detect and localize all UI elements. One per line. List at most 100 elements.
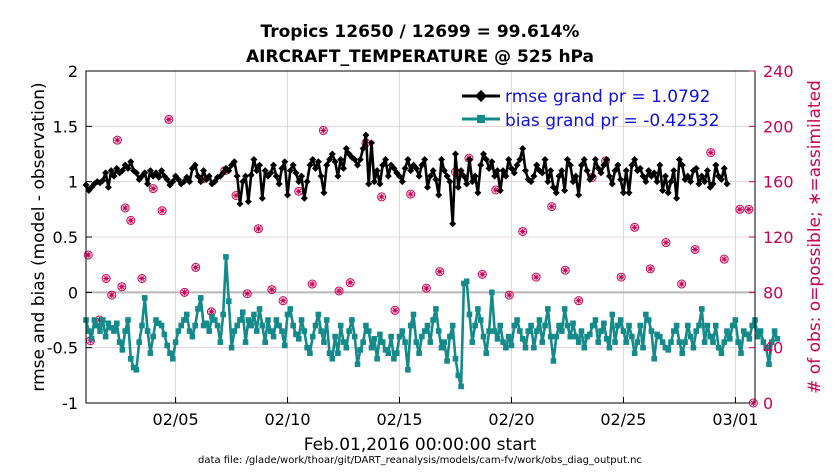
rmse-point [281,158,289,166]
rmse-point [617,175,625,183]
rmse-point [384,172,392,180]
obs-assimilated-star [96,317,103,323]
rmse-point [225,167,233,175]
rmse-point [373,167,381,175]
obs-count-marker [531,272,541,282]
rmse-point [141,169,149,177]
bias-point [276,322,282,329]
bias-point [119,347,126,353]
obs-count-marker [547,202,557,212]
rmse-point [561,187,569,195]
bias-point [690,344,697,351]
x-axis-ticks: 02/05 02/10 02/15 02/20 02/25 03/01 [153,397,758,429]
obs-possible-circle [101,274,111,283]
bias-point [754,333,761,340]
bias-point [433,306,439,312]
bias-point [237,317,243,323]
obs-possible-circle [377,192,387,202]
rmse-point [549,183,557,191]
rmse-point [191,161,199,169]
obs-count-marker [126,215,136,225]
bias-point [197,295,204,301]
bias-point [413,339,420,345]
rmse-point [645,167,653,175]
bias-point [267,328,274,334]
bias-point [477,317,484,323]
rmse-point [519,144,527,152]
bias-point [144,328,151,334]
bias-point [466,311,473,318]
bias-point [634,339,641,345]
obs-assimilated-star [436,268,443,275]
bias-point [301,328,308,334]
bias-point [592,317,599,323]
bias-point [332,333,338,340]
rmse-point [205,172,213,180]
bias-point [105,320,112,327]
rmse-point [631,156,639,164]
bias-point [629,333,635,340]
obs-assimilated-star [255,225,262,232]
bias-point [491,328,498,334]
rmse-point [328,150,336,158]
bias-point [508,342,515,349]
bias-point [721,339,728,345]
rmse-point [390,164,398,172]
bias-point [497,322,504,329]
obs-count-marker [294,186,304,196]
rmse-point [272,172,280,180]
obs-assimilated-star [114,137,121,144]
rmse-point [530,172,538,180]
rmse-point [502,172,510,180]
obs-assimilated-star [707,149,714,156]
obs-assimilated-star [736,206,743,213]
rmse-point [541,156,549,164]
rmse-point [460,172,468,180]
obs-assimilated-star [423,285,430,292]
obs-count-marker [107,290,117,300]
bias-point [609,311,616,318]
rmse-point [653,178,661,186]
rmse-point [625,189,633,197]
bias-point [150,333,156,340]
rmse-point [507,164,515,172]
rmse-point [253,167,261,175]
bias-point [217,339,224,345]
bias-point [455,372,462,379]
obs-possible-circle [117,282,127,292]
bias-point [452,355,459,362]
obs-possible-circle [744,204,754,214]
rmse-point [692,164,700,172]
rmse-point [614,161,622,169]
rmse-point [186,178,194,186]
obs-possible-circle [126,215,136,225]
y-left-tick-label: 1 [68,173,78,192]
y-right-tick-label: 40 [763,339,783,358]
obs-count-markers [83,114,758,408]
obs-count-marker [137,274,147,283]
rmse-point [155,173,163,181]
chart-title-line1: Tropics 12650 / 12699 = 99.614% [261,22,580,42]
obs-possible-circle [661,238,671,248]
rmse-point [370,178,378,186]
rmse-point [656,161,664,169]
rmse-point [418,161,426,169]
bias-point [323,317,330,323]
bias-point [771,328,778,334]
rmse-point [712,161,720,169]
bias-point [251,311,257,318]
obs-assimilated-star [336,287,343,294]
rmse-point [174,175,182,183]
rmse-point [200,167,208,175]
bias-point [438,344,445,351]
y-right-tick-label: 120 [763,228,794,247]
bias-point [550,358,557,364]
obs-count-marker [242,289,252,299]
rmse-point [639,172,647,180]
rmse-point [110,172,118,180]
obs-assimilated-star [309,281,316,288]
bias-point [371,336,378,342]
bias-point [525,328,532,334]
bias-point [704,322,711,329]
